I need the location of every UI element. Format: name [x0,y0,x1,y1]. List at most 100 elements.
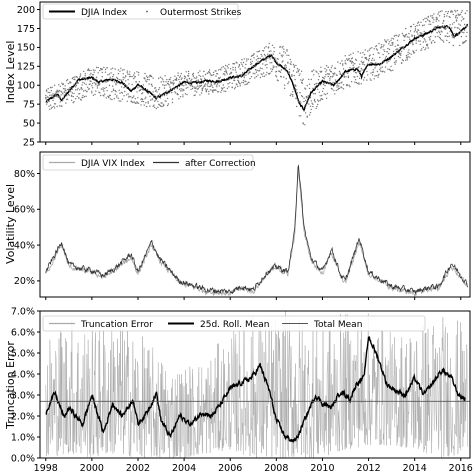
outermost-strikes-point [427,47,429,49]
outermost-strikes-point [180,78,182,80]
volatility-legend: DJIA VIX Index after Correction [42,154,256,171]
outermost-strikes-point [145,102,147,104]
outermost-strikes-point [68,94,70,97]
outermost-strikes-point [303,97,305,99]
outermost-strikes-point [264,58,266,60]
outermost-strikes-point [81,88,83,90]
outermost-strikes-point [296,98,299,101]
outermost-strikes-point [361,56,363,58]
outermost-strikes-point [285,78,287,80]
outermost-strikes-point [182,96,184,98]
outermost-strikes-point [459,30,462,33]
outermost-strikes-point [343,76,345,78]
outermost-strikes-point [237,66,240,68]
outermost-strikes-point [459,13,462,15]
outermost-strikes-point [102,88,104,91]
outermost-strikes-point [463,23,466,26]
outermost-strikes-point [110,68,112,70]
outermost-strikes-point [112,89,115,92]
outermost-strikes-point [94,93,96,96]
outermost-strikes-point [275,66,278,68]
outermost-strikes-point [441,10,443,12]
outermost-strikes-point [429,20,431,23]
outermost-strikes-point [404,36,406,38]
outermost-strikes-point [156,91,158,93]
outermost-strikes-point [296,89,298,91]
outermost-strikes-point [108,84,111,87]
outermost-strikes-point [309,105,312,108]
outermost-strikes-point [163,84,166,87]
outermost-strikes-point [187,75,190,77]
outermost-strikes-point [426,43,429,45]
outermost-strikes-point [254,69,257,71]
outermost-strikes-point [175,78,178,80]
outermost-strikes-point [160,105,162,108]
outermost-strikes-point [259,57,262,60]
outermost-strikes-point [244,84,246,86]
outermost-strikes-point [46,101,49,104]
outermost-strikes-point [328,73,330,75]
outermost-strikes-point [262,75,264,78]
outermost-strikes-point [316,105,318,108]
outermost-strikes-point [443,25,446,27]
outermost-strikes-point [266,67,268,69]
outermost-strikes-point [413,52,416,54]
corrected-legend-label: after Correction [185,159,256,169]
outermost-strikes-point [184,83,187,85]
outermost-strikes-point [309,111,312,114]
outermost-strikes-point [423,30,425,33]
outermost-strikes-point [446,26,448,28]
outermost-strikes-point [99,83,101,85]
outermost-strikes-point [326,73,329,75]
outermost-strikes-point [277,65,279,67]
outermost-strikes-point [123,69,125,71]
outermost-strikes-point [144,72,146,75]
outermost-strikes-point [354,81,356,83]
outermost-strikes-point [79,73,82,75]
outermost-strikes-point [162,79,164,81]
x-tick-label: 2002 [126,463,150,474]
outermost-strikes-point [378,52,380,54]
outermost-strikes-point [322,83,325,86]
outermost-strikes-point [384,71,386,73]
outermost-strikes-point [352,62,354,64]
outermost-strikes-point [304,88,307,90]
outermost-strikes-point [292,63,295,66]
outermost-strikes-point [341,60,343,62]
outermost-strikes-point [126,70,128,72]
outermost-strikes-point [51,106,53,109]
outermost-strikes-point [409,56,411,58]
outermost-strikes-point [124,83,126,86]
outermost-strikes-point [291,75,293,78]
outermost-strikes-point [400,62,403,64]
volatility-level-panel: 20% 40% 60% 80% Volatility Level DJIA VIX I… [4,151,471,298]
outermost-strikes-point [102,87,104,89]
outermost-strikes-point [439,37,442,40]
outermost-strikes-point [248,68,250,71]
outermost-strikes-point [49,104,52,106]
outermost-strikes-point [269,62,271,64]
outermost-strikes-point [272,53,274,55]
outermost-strikes-point [74,78,76,81]
outermost-strikes-point [372,71,375,73]
outermost-strikes-point [346,59,349,61]
outermost-strikes-point [104,93,106,95]
outermost-strikes-point [309,96,312,99]
outermost-strikes-point [247,73,249,75]
outermost-strikes-point [274,66,276,68]
outermost-strikes-point [279,46,282,48]
outermost-strikes-point [200,92,203,94]
outermost-strikes-point [442,41,445,43]
outermost-strikes-point [409,38,411,40]
outermost-strikes-point [209,73,212,75]
outermost-strikes-point [294,78,296,81]
outermost-strikes-point [369,47,371,50]
outermost-strikes-point [221,67,223,69]
outermost-strikes-point [72,76,74,79]
outermost-strikes-point [272,67,274,69]
outermost-strikes-point [257,74,259,76]
outermost-strikes-point [394,34,396,37]
outermost-strikes-point [460,11,463,13]
outermost-strikes-point [75,75,78,78]
outermost-strikes-point [136,91,138,93]
